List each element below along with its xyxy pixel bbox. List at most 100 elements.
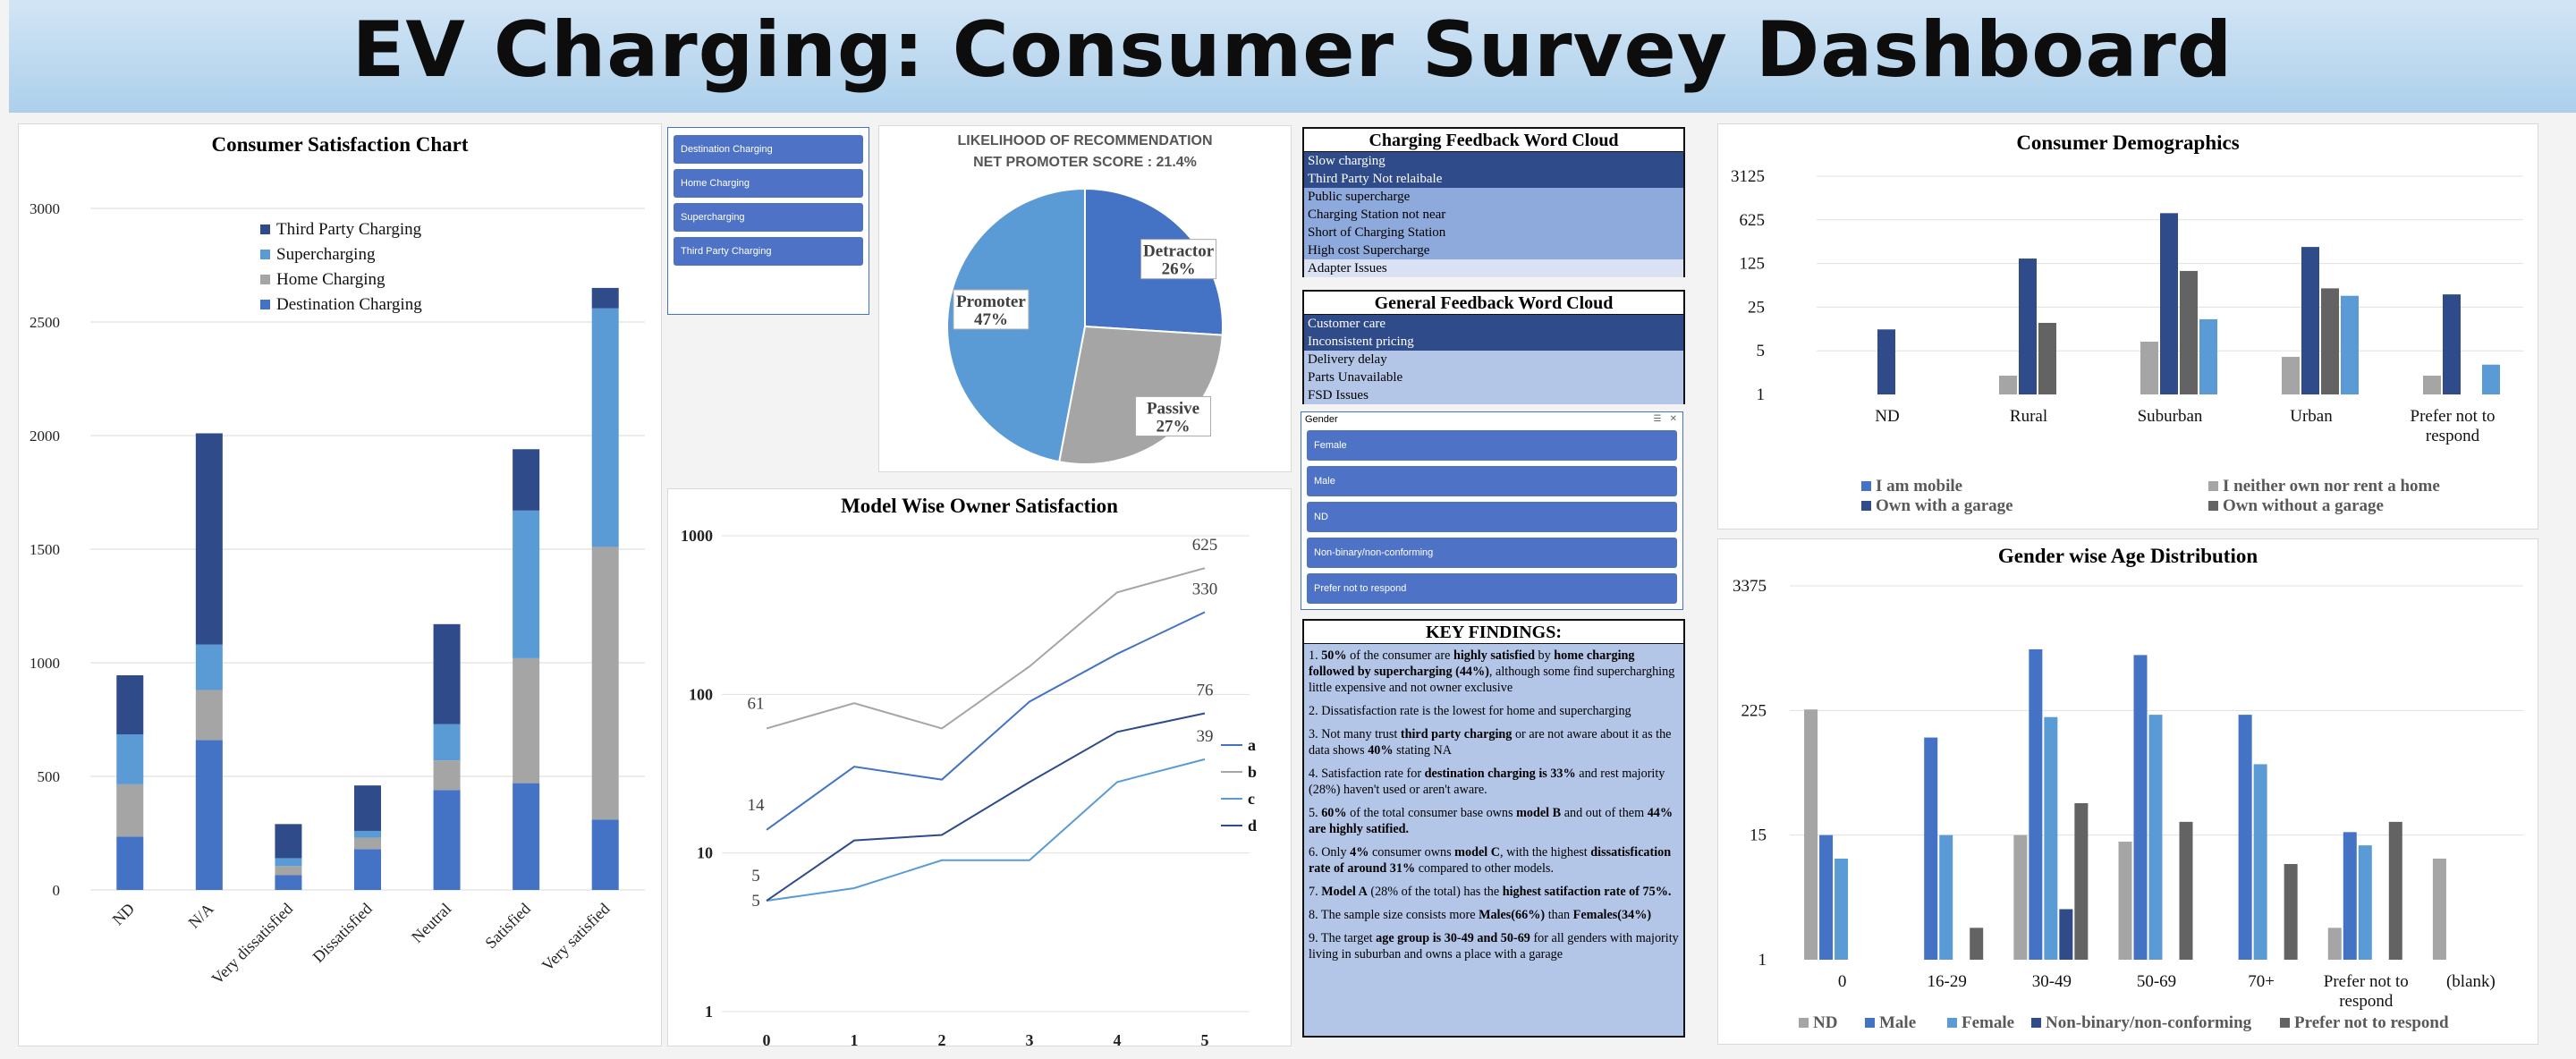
cloud-item: Short of Charging Station: [1304, 224, 1683, 241]
cloud-item: Inconsistent pricing: [1304, 333, 1683, 351]
legend-swatch: [260, 225, 270, 234]
legend-swatch: [1861, 481, 1871, 491]
bar-segment: [354, 837, 381, 850]
legend-swatch: [260, 250, 270, 259]
series-line: [766, 758, 1206, 902]
legend-swatch: [260, 275, 270, 284]
y-tick-label: 10: [697, 844, 713, 862]
legend-label: c: [1248, 790, 1255, 808]
finding-item: 3. Not many trust third party charging o…: [1309, 727, 1672, 758]
satisfaction-chart-panel: Consumer Satisfaction Chart 0 500 1000 1500…: [18, 123, 662, 1046]
finding-item: 8. The sample size consists more Males(6…: [1309, 908, 1652, 922]
bar: [2282, 356, 2300, 394]
legend-swatch: [1947, 1018, 1957, 1028]
bar-segment: [591, 287, 619, 309]
data-label: 5: [751, 867, 760, 885]
bar: [2044, 716, 2058, 960]
slicer-item-supercharging[interactable]: Supercharging: [674, 203, 863, 232]
bar: [2160, 213, 2178, 394]
bar: [1819, 834, 1834, 960]
charging-cloud-title: Charging Feedback Word Cloud: [1304, 129, 1683, 152]
bar: [1804, 709, 1818, 960]
legend-swatch: [2208, 501, 2218, 511]
data-label-box: [953, 289, 1030, 330]
bar: [2179, 821, 2193, 960]
age-distribution-chart: 1 15 225 3375 0 16-29 30-49 50-69 70+ Prefer not …: [1733, 577, 2523, 1032]
x-tick-label: Suburban: [2138, 407, 2203, 426]
legend-label: I am mobile: [1876, 477, 1962, 496]
data-label-box: [1140, 239, 1217, 280]
legend-swatch: [1861, 501, 1871, 511]
data-label: 14: [748, 796, 766, 815]
slicer-item-third-party[interactable]: Third Party Charging: [674, 237, 863, 266]
bar-segment: [591, 546, 619, 820]
legend-swatch: [2280, 1018, 2290, 1028]
x-tick-label: Very satisfied: [538, 900, 614, 975]
bar: [2029, 648, 2043, 960]
x-tick-label: 2: [938, 1031, 946, 1047]
legend-label: Prefer not to respond: [2294, 1013, 2449, 1032]
bar: [1970, 928, 1984, 960]
multi-select-icon[interactable]: ☰: [1653, 414, 1662, 424]
bar-segment: [513, 657, 540, 784]
general-cloud-title: General Feedback Word Cloud: [1304, 292, 1683, 315]
gender-item-prefer-not[interactable]: Prefer not to respond: [1307, 573, 1677, 604]
series-line: [766, 567, 1206, 730]
model-chart-panel: Model Wise Owner Satisfaction 1 10 100 1000…: [667, 488, 1292, 1047]
data-label: 5: [751, 892, 760, 911]
slicer-item-home[interactable]: Home Charging: [674, 169, 863, 198]
legend-swatch: [2031, 1018, 2041, 1028]
cloud-item: Third Party Not relaibale: [1304, 170, 1683, 188]
slice-name-label: Promoter: [956, 292, 1026, 311]
bar-segment: [116, 674, 144, 735]
nps-score: NET PROMOTER SCORE : 21.4%: [973, 155, 1197, 170]
x-tick-label: 0: [763, 1031, 771, 1047]
bar-segment: [116, 836, 144, 890]
x-tick-label: ND: [109, 900, 139, 929]
bar-segment: [116, 784, 144, 837]
series-line: [766, 712, 1206, 902]
gender-slicer: Gender ☰ ✕ Female Male ND Non-binary/non…: [1301, 411, 1683, 610]
bar-segment: [275, 824, 302, 859]
legend-label: Own without a garage: [2223, 496, 2384, 515]
age-panel: Gender wise Age Distribution 1 15 225 3375 0…: [1717, 538, 2538, 1045]
model-line-chart: 1 10 100 1000 0 1 2 3 4 5 14 330 a 61 625 b 5 39 c 5 76 d: [681, 527, 1257, 1047]
bar-segment: [195, 644, 223, 690]
bar-segment: [433, 790, 461, 890]
bar-segment: [433, 760, 461, 791]
slice-name-label: Detractor: [1143, 242, 1215, 261]
gender-item-male[interactable]: Male: [1307, 466, 1677, 496]
x-tick-label: Neutral: [408, 900, 454, 946]
bar: [2059, 909, 2073, 960]
x-tick-label: 16-29: [1928, 972, 1967, 991]
bar: [2482, 364, 2500, 394]
bar: [2327, 928, 2342, 960]
x-tick-label: 4: [1114, 1031, 1122, 1047]
general-feedback-cloud: General Feedback Word Cloud Customer car…: [1302, 290, 1685, 404]
cloud-item: High cost Supercharge: [1304, 241, 1683, 259]
slice-name-label: Passive: [1147, 399, 1199, 418]
bar: [2358, 845, 2372, 960]
y-tick-label: 1500: [30, 541, 60, 558]
bar-segment: [275, 875, 302, 890]
y-tick-label: 2500: [30, 314, 60, 331]
gender-item-female[interactable]: Female: [1307, 430, 1677, 461]
gender-item-nonbinary[interactable]: Non-binary/non-conforming: [1307, 538, 1677, 568]
key-findings-title: KEY FINDINGS:: [1304, 621, 1683, 644]
x-tick-label: N/A: [185, 900, 217, 932]
legend-label: Third Party Charging: [276, 220, 422, 239]
y-tick-label: 3125: [1731, 167, 1765, 186]
gender-item-nd[interactable]: ND: [1307, 502, 1677, 532]
age-chart-title: Gender wise Age Distribution: [1997, 545, 2258, 567]
finding-item: 1. 50% of the consumer are highly satisf…: [1309, 648, 1675, 695]
y-tick-label: 1: [1757, 385, 1766, 404]
clear-filter-icon[interactable]: ✕: [1669, 414, 1677, 424]
x-tick-label: Very dissatisfied: [208, 900, 297, 988]
bar: [1877, 329, 1895, 394]
legend-label: a: [1248, 736, 1256, 754]
slice-value-label: 27%: [1157, 417, 1191, 436]
slicer-item-destination[interactable]: Destination Charging: [674, 135, 863, 164]
bar: [2038, 322, 2056, 394]
x-tick-label: 50-69: [2137, 972, 2176, 991]
